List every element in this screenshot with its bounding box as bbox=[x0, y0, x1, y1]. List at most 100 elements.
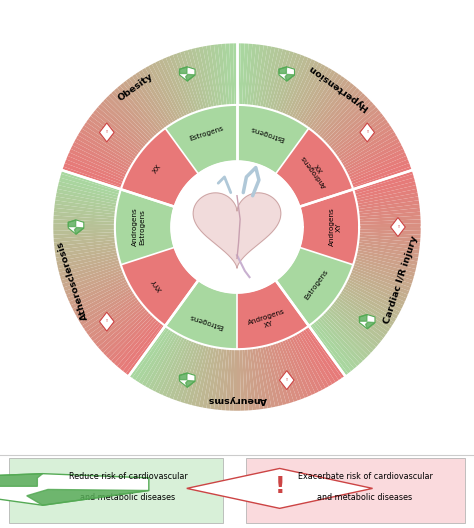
Polygon shape bbox=[81, 125, 135, 162]
Polygon shape bbox=[210, 348, 222, 410]
Polygon shape bbox=[359, 212, 421, 219]
Polygon shape bbox=[252, 348, 264, 410]
Polygon shape bbox=[334, 299, 386, 339]
Polygon shape bbox=[346, 145, 404, 175]
Polygon shape bbox=[145, 65, 178, 121]
Polygon shape bbox=[270, 344, 291, 405]
Polygon shape bbox=[357, 248, 419, 262]
Polygon shape bbox=[202, 45, 217, 107]
Polygon shape bbox=[169, 54, 194, 114]
Polygon shape bbox=[100, 309, 148, 354]
Polygon shape bbox=[100, 123, 114, 142]
Polygon shape bbox=[100, 312, 114, 331]
Polygon shape bbox=[319, 90, 364, 138]
Polygon shape bbox=[53, 204, 116, 214]
Polygon shape bbox=[358, 204, 421, 214]
Polygon shape bbox=[333, 301, 384, 342]
Polygon shape bbox=[315, 84, 358, 135]
Polygon shape bbox=[55, 192, 117, 206]
Polygon shape bbox=[65, 155, 124, 182]
Polygon shape bbox=[229, 42, 235, 105]
Polygon shape bbox=[85, 118, 138, 157]
Text: !: ! bbox=[397, 224, 399, 229]
Polygon shape bbox=[54, 242, 116, 254]
Polygon shape bbox=[352, 163, 411, 187]
Polygon shape bbox=[357, 245, 420, 258]
Polygon shape bbox=[296, 333, 329, 389]
Polygon shape bbox=[340, 128, 395, 164]
Polygon shape bbox=[313, 321, 355, 372]
Polygon shape bbox=[340, 290, 395, 326]
Polygon shape bbox=[356, 185, 418, 202]
Text: Androgens
XX: Androgens XX bbox=[300, 149, 333, 188]
Polygon shape bbox=[55, 188, 118, 204]
Polygon shape bbox=[345, 281, 402, 313]
Polygon shape bbox=[315, 319, 358, 370]
Polygon shape bbox=[282, 55, 309, 115]
Polygon shape bbox=[245, 348, 253, 411]
Polygon shape bbox=[276, 247, 353, 326]
FancyBboxPatch shape bbox=[246, 458, 465, 523]
Polygon shape bbox=[359, 227, 422, 231]
Polygon shape bbox=[53, 215, 115, 222]
Polygon shape bbox=[52, 223, 115, 227]
Polygon shape bbox=[138, 330, 174, 385]
Polygon shape bbox=[289, 60, 319, 118]
Polygon shape bbox=[237, 105, 309, 174]
Polygon shape bbox=[255, 347, 268, 410]
Polygon shape bbox=[116, 84, 159, 135]
Polygon shape bbox=[344, 284, 401, 316]
Text: Androgens
XY: Androgens XY bbox=[247, 309, 288, 333]
Polygon shape bbox=[52, 230, 115, 235]
Polygon shape bbox=[70, 279, 128, 309]
Polygon shape bbox=[74, 228, 84, 234]
Polygon shape bbox=[68, 220, 76, 227]
Polygon shape bbox=[148, 63, 181, 120]
Polygon shape bbox=[242, 42, 248, 105]
Text: Aneurysms: Aneurysms bbox=[207, 395, 266, 404]
Polygon shape bbox=[293, 63, 326, 120]
Polygon shape bbox=[317, 87, 361, 136]
Polygon shape bbox=[354, 260, 415, 280]
Polygon shape bbox=[81, 293, 135, 329]
Polygon shape bbox=[115, 190, 174, 265]
Polygon shape bbox=[309, 78, 349, 130]
Polygon shape bbox=[350, 155, 409, 182]
Polygon shape bbox=[300, 330, 336, 385]
Polygon shape bbox=[102, 98, 150, 144]
Polygon shape bbox=[113, 318, 157, 367]
Polygon shape bbox=[125, 324, 165, 376]
Polygon shape bbox=[272, 50, 294, 111]
Polygon shape bbox=[287, 337, 316, 396]
Polygon shape bbox=[358, 240, 421, 250]
Polygon shape bbox=[59, 260, 120, 280]
Polygon shape bbox=[52, 219, 115, 224]
Polygon shape bbox=[90, 112, 141, 153]
Polygon shape bbox=[359, 232, 421, 239]
Polygon shape bbox=[83, 121, 137, 159]
Text: Reduce risk of cardiovascular: Reduce risk of cardiovascular bbox=[69, 472, 187, 481]
Polygon shape bbox=[252, 44, 264, 106]
Polygon shape bbox=[53, 232, 115, 239]
Polygon shape bbox=[300, 69, 336, 124]
Polygon shape bbox=[333, 112, 384, 153]
Text: Cardiac I/R injury: Cardiac I/R injury bbox=[383, 235, 419, 325]
Polygon shape bbox=[73, 138, 130, 171]
Polygon shape bbox=[58, 258, 119, 277]
Polygon shape bbox=[54, 200, 116, 212]
Polygon shape bbox=[75, 286, 131, 319]
Polygon shape bbox=[265, 345, 283, 407]
Polygon shape bbox=[263, 346, 279, 408]
Polygon shape bbox=[285, 74, 294, 81]
Polygon shape bbox=[353, 262, 414, 284]
Polygon shape bbox=[125, 78, 165, 130]
Text: and metabolic diseases: and metabolic diseases bbox=[318, 493, 412, 503]
Polygon shape bbox=[226, 349, 232, 412]
Polygon shape bbox=[61, 265, 122, 288]
Polygon shape bbox=[358, 200, 420, 212]
Polygon shape bbox=[119, 82, 161, 133]
Polygon shape bbox=[300, 190, 359, 265]
Polygon shape bbox=[155, 60, 185, 118]
Polygon shape bbox=[206, 347, 219, 410]
Polygon shape bbox=[350, 272, 409, 299]
